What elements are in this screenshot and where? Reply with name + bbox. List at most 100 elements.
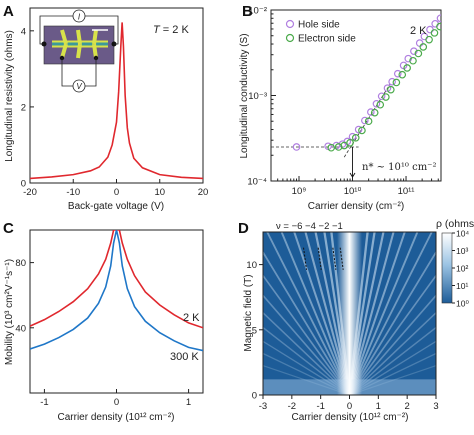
- panel-a-temperature-annotation: T = 2 K: [153, 24, 189, 36]
- c-xtick-label: 0: [114, 397, 119, 408]
- d-ytick-label: 5: [252, 325, 257, 336]
- legend-label-hole: Hole side: [298, 20, 340, 31]
- panel-d: D -3 -2 -1 0 1 2 3 0 5 10 ν = −6 −4 −2 −1 Carrier…: [238, 218, 474, 423]
- voltmeter-label: V: [76, 82, 82, 91]
- legend-marker-hole: [285, 19, 295, 29]
- hole-side-point: [415, 39, 424, 47]
- hole-side-point: [372, 99, 381, 108]
- electron-side-point: [346, 138, 354, 147]
- filling-factor-mark: [332, 247, 337, 270]
- d-xtick-label: 1: [376, 401, 381, 412]
- b-ytick-label: 10⁻³: [248, 91, 267, 102]
- hole-side-point: [292, 143, 301, 151]
- panel-c-frame: [29, 229, 204, 394]
- panel-d-colorbar: ρ (ohms) 10⁴ 10³ 10² 10¹ 10⁰: [436, 218, 474, 309]
- d-xtick-label: 0: [347, 401, 352, 412]
- d-xtick-label: 3: [433, 401, 438, 412]
- a-ytick-label: 0: [21, 179, 26, 190]
- landau-fan-line: [263, 294, 351, 395]
- electron-side-point: [398, 70, 407, 79]
- hole-side-point: [410, 47, 418, 55]
- electron-side-point: [436, 22, 441, 31]
- landau-fan-line: [266, 232, 351, 395]
- panel-c-ticks: -1 0 1 40 80: [15, 258, 191, 408]
- panel-c-annotation-2k: 2 K: [183, 312, 200, 324]
- b-xtick-label: 10¹¹: [398, 186, 415, 197]
- panel-a-ylabel: Longitudinal resistivity (ohms): [4, 30, 15, 162]
- electron-side-point: [351, 134, 360, 142]
- landau-fan-line: [263, 326, 350, 395]
- legend-marker-electron: [285, 33, 295, 43]
- c-ytick-label: 80: [15, 258, 26, 269]
- colorbar-tick-label: 10⁰: [456, 299, 469, 309]
- panel-b-ylabel: Longitudinal conductivity (S): [239, 33, 250, 158]
- panel-b: B 10⁹ 10¹⁰ 10¹¹ 10⁻⁴ 10⁻³ 10⁻² Carrier densit…: [239, 3, 442, 212]
- d-xtick-label: -3: [259, 401, 267, 412]
- annotation-italic: T: [153, 24, 161, 36]
- legend-label-electron: Electron side: [298, 34, 356, 45]
- colorbar-tick-label: 10⁴: [456, 229, 469, 239]
- panel-c-xlabel: Carrier density (10¹² cm⁻²): [58, 412, 175, 423]
- hole-side-point: [436, 14, 441, 23]
- d-xtick-label: 2: [405, 401, 410, 412]
- c-xtick-label: 1: [186, 397, 191, 408]
- landau-fan-line: [263, 340, 350, 395]
- panel-b-legend: Hole side Electron side: [285, 19, 356, 45]
- a-ytick-label: 2: [21, 102, 26, 113]
- electron-side-point: [403, 64, 411, 72]
- panel-c-ylabel: Mobility (10³ cm²V⁻¹s⁻¹): [4, 259, 15, 365]
- a-ytick-label: 4: [21, 26, 26, 37]
- panel-c-letter: C: [3, 220, 14, 237]
- ammeter: [72, 9, 86, 23]
- d-xtick-label: -1: [316, 401, 324, 412]
- electron-side-point: [382, 93, 390, 101]
- landau-fan-line: [263, 352, 350, 395]
- electron-side-point: [414, 49, 423, 58]
- a-xtick-label: -20: [23, 187, 37, 198]
- panel-a-xlabel: Back-gate voltage (V): [68, 201, 164, 212]
- panel-b-ticks: 10⁹ 10¹⁰ 10¹¹ 10⁻⁴ 10⁻³ 10⁻²: [247, 6, 439, 197]
- electron-side-point: [419, 43, 428, 51]
- colorbar-title: ρ (ohms): [436, 218, 474, 230]
- hole-side-point: [354, 125, 363, 134]
- panel-b-xlabel: Carrier density (cm⁻²): [308, 201, 404, 212]
- panel-b-points: [292, 14, 441, 152]
- panel-d-ylabel: Magnetic field (T): [243, 274, 254, 351]
- colorbar-gradient: [441, 232, 453, 304]
- panel-a-ticks: -20 -10 0 10 20 0 2 4: [21, 26, 209, 198]
- a-xtick-label: 20: [198, 187, 209, 198]
- colorbar-tick-label: 10²: [456, 264, 468, 274]
- landau-fan-line: [349, 364, 436, 395]
- panel-a: A -20 -10 0 10 20 0 2 4 Back-gate voltage (V) L…: [3, 3, 208, 212]
- landau-fan-line: [348, 294, 436, 395]
- electron-side-point: [430, 29, 439, 37]
- a-xtick-label: 0: [114, 187, 119, 198]
- landau-fan-line: [349, 326, 436, 395]
- device-contacts: [60, 29, 98, 59]
- filling-factor-mark: [303, 247, 308, 270]
- ammeter-label: I: [78, 13, 81, 22]
- landau-fan-line: [263, 311, 351, 395]
- electron-side-point: [340, 141, 349, 150]
- electron-side-point: [376, 100, 385, 109]
- panel-b-nstar-arrow: [349, 146, 356, 178]
- c-ytick-label: 40: [15, 323, 26, 334]
- landau-fan-line: [348, 274, 436, 395]
- hole-side-point: [361, 116, 369, 125]
- panel-c-mobility-300k-line: [30, 230, 203, 352]
- landau-fan-line: [263, 250, 351, 395]
- d-ytick-label: 10: [246, 260, 257, 271]
- b-ytick-label: 10⁻²: [248, 6, 267, 17]
- landau-fan-line: [349, 340, 436, 395]
- panel-b-temperature-annotation: 2 K: [410, 25, 427, 37]
- landau-fan-line: [263, 274, 351, 395]
- hole-side-point: [404, 54, 413, 63]
- b-xtick-label: 10⁹: [292, 186, 307, 197]
- electron-side-point: [387, 85, 395, 94]
- filling-factor-mark: [339, 247, 344, 270]
- voltmeter: [72, 79, 86, 93]
- electron-side-point: [358, 126, 366, 135]
- panel-b-letter: B: [242, 3, 253, 20]
- landau-fan-line: [263, 364, 350, 395]
